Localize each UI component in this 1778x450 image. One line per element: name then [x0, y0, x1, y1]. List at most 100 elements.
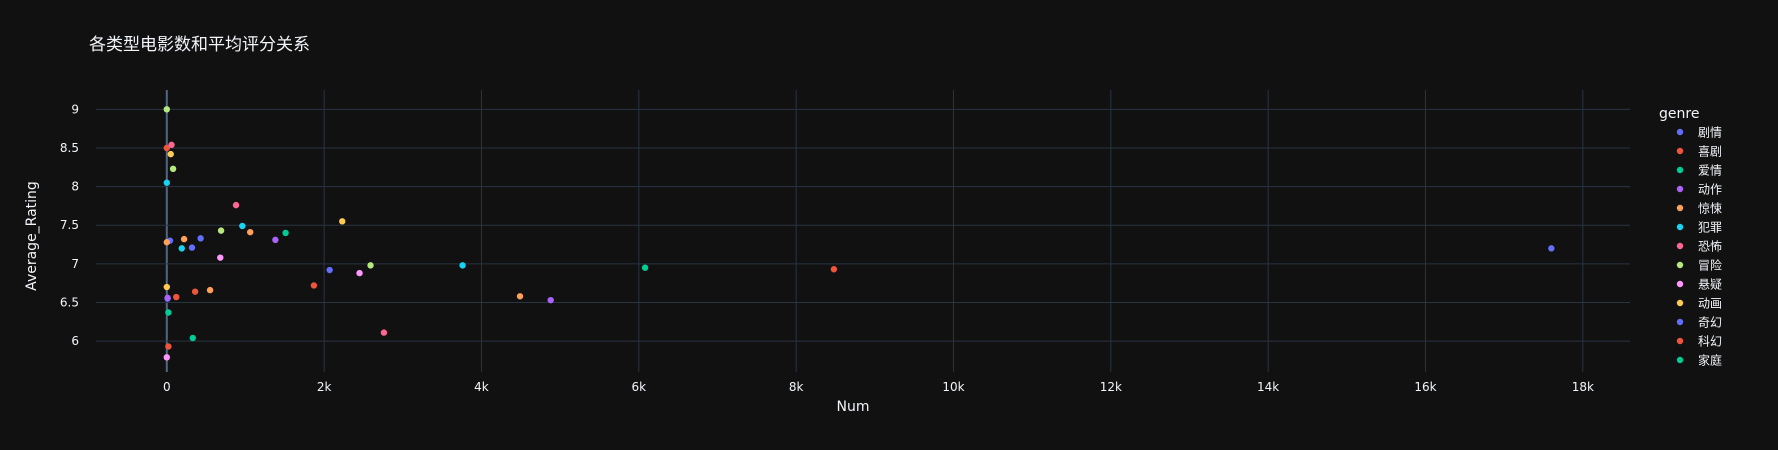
data-point[interactable]	[163, 239, 170, 246]
data-point[interactable]	[165, 309, 172, 316]
data-point[interactable]	[169, 165, 177, 173]
data-point[interactable]	[830, 266, 838, 273]
data-point[interactable]	[547, 296, 554, 304]
data-point[interactable]	[173, 293, 180, 301]
legend-label: 冒险	[1698, 258, 1722, 273]
data-point[interactable]	[191, 288, 199, 295]
data-point[interactable]	[163, 179, 170, 186]
data-point[interactable]	[239, 222, 246, 230]
x-tick-label: 14k	[1257, 380, 1279, 394]
legend-label: 恐怖	[1698, 239, 1722, 254]
data-point[interactable]	[516, 293, 524, 300]
data-point[interactable]	[246, 228, 254, 236]
data-point[interactable]	[188, 244, 196, 251]
legend-item[interactable]: 动画	[1676, 297, 1722, 311]
data-point[interactable]	[164, 294, 171, 302]
data-point[interactable]	[206, 286, 214, 294]
legend-item[interactable]: 冒险	[1676, 258, 1722, 273]
y-tick-label: 8.5	[60, 141, 79, 155]
data-point[interactable]	[163, 354, 170, 361]
data-point[interactable]	[163, 144, 170, 152]
x-tick-label: 16k	[1414, 380, 1436, 394]
y-tick-label: 9	[71, 102, 79, 116]
legend-marker	[1676, 299, 1684, 307]
legend-item[interactable]: 爱情	[1676, 164, 1722, 178]
legend-label: 剧情	[1698, 126, 1722, 140]
legend-item[interactable]: 剧情	[1676, 126, 1722, 140]
grid-lines	[96, 90, 1630, 372]
y-tick-label: 8	[71, 180, 79, 194]
legend-marker	[1676, 185, 1684, 193]
y-tick-label: 6.5	[60, 295, 79, 309]
x-axis-title: Num	[837, 399, 870, 415]
data-point[interactable]	[180, 235, 188, 243]
axes: 0 2k 4k 6k 8k 10k 12k 14k 16k 18k 6 6.5 7 7.5 8 8.5 9	[60, 102, 1594, 394]
legend-item[interactable]: 犯罪	[1676, 221, 1722, 235]
data-point[interactable]	[217, 227, 225, 234]
legend-item[interactable]: 恐怖	[1676, 239, 1722, 254]
legend-label: 爱情	[1698, 164, 1722, 178]
legend-label: 家庭	[1698, 353, 1722, 368]
legend-marker	[1676, 318, 1684, 326]
legend-item[interactable]: 科幻	[1676, 335, 1722, 349]
x-tick-label: 4k	[474, 380, 489, 394]
legend-item[interactable]: 动作	[1676, 183, 1722, 197]
legend-label: 犯罪	[1698, 221, 1722, 235]
legend-item[interactable]: 喜剧	[1676, 145, 1722, 159]
data-point[interactable]	[310, 282, 318, 289]
legend-label: 喜剧	[1698, 145, 1722, 159]
y-tick-label: 6	[71, 334, 79, 348]
data-point[interactable]	[367, 262, 374, 269]
x-tick-label: 8k	[789, 380, 804, 394]
data-point[interactable]	[380, 329, 388, 336]
data-point[interactable]	[197, 235, 204, 242]
data-point[interactable]	[326, 266, 333, 274]
legend-marker	[1676, 223, 1684, 231]
legend-marker	[1676, 242, 1684, 250]
legend-marker	[1676, 261, 1684, 269]
legend-item[interactable]: 奇幻	[1676, 316, 1722, 330]
data-point[interactable]	[163, 283, 170, 291]
legend-label: 动画	[1698, 297, 1722, 311]
x-tick-label: 6k	[632, 380, 647, 394]
x-tick-label: 0	[163, 380, 171, 394]
data-point[interactable]	[272, 236, 279, 244]
legend-label: 奇幻	[1698, 316, 1722, 330]
data-point[interactable]	[641, 264, 649, 271]
legend-label: 悬疑	[1698, 277, 1722, 292]
y-tick-label: 7	[71, 257, 79, 271]
x-tick-label: 12k	[1100, 380, 1122, 394]
data-point[interactable]	[356, 269, 363, 277]
data-point[interactable]	[282, 229, 289, 237]
data-point[interactable]	[217, 254, 224, 261]
data-point[interactable]	[163, 106, 170, 113]
legend-label: 惊悚	[1698, 201, 1722, 216]
data-point[interactable]	[459, 262, 466, 269]
data-point[interactable]	[165, 343, 172, 350]
legend-marker	[1676, 166, 1684, 174]
data-point[interactable]	[189, 334, 196, 342]
data-point[interactable]	[168, 141, 175, 149]
x-tick-label: 10k	[942, 380, 964, 394]
legend-item[interactable]: 悬疑	[1676, 277, 1722, 292]
legend-item[interactable]: 家庭	[1676, 353, 1722, 368]
data-points	[163, 106, 1555, 361]
data-point[interactable]	[167, 150, 174, 158]
data-point[interactable]	[1548, 245, 1555, 252]
y-axis-title: Average_Rating	[24, 181, 40, 291]
data-point[interactable]	[178, 245, 185, 252]
plot-area	[96, 90, 1630, 372]
chart-title: 各类型电影数和平均评分关系	[89, 35, 310, 55]
legend-item[interactable]: 惊悚	[1676, 201, 1722, 216]
data-point[interactable]	[339, 218, 346, 225]
data-point[interactable]	[232, 201, 240, 209]
legend-marker	[1676, 337, 1684, 345]
legend-label: 科幻	[1698, 335, 1722, 349]
legend-title: genre	[1659, 106, 1699, 122]
legend-marker	[1676, 204, 1684, 212]
y-tick-label: 7.5	[60, 218, 79, 232]
